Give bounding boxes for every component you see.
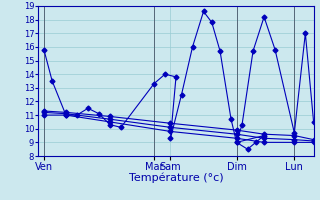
- X-axis label: Température (°c): Température (°c): [129, 173, 223, 183]
